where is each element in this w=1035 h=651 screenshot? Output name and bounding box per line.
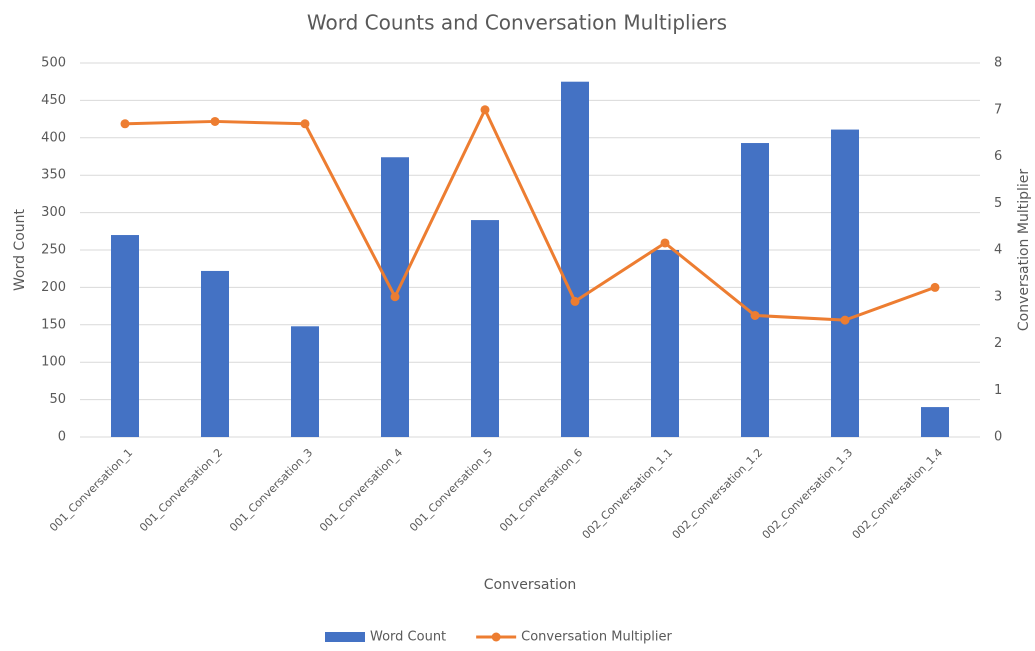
- line-marker: [480, 105, 490, 115]
- y-tick-label: 200: [41, 280, 66, 295]
- bar: [831, 129, 859, 437]
- legend-swatch: [491, 632, 501, 642]
- x-axis-title: Conversation: [484, 577, 577, 593]
- line-marker: [570, 296, 580, 306]
- y-tick-label: 300: [41, 205, 66, 220]
- bar: [291, 326, 319, 437]
- legend-label: Word Count: [370, 630, 446, 645]
- y-tick-label: 450: [41, 93, 66, 108]
- line-marker: [750, 310, 760, 320]
- chart-title: Word Counts and Conversation Multipliers: [307, 11, 727, 35]
- line: [124, 108, 936, 322]
- bar: [201, 270, 229, 437]
- y-tick-label: 100: [41, 355, 66, 370]
- line-marker: [210, 116, 220, 126]
- bar: [111, 235, 139, 437]
- y2-tick-label: 8: [994, 56, 1002, 71]
- bar: [921, 407, 949, 437]
- y2-tick-label: 4: [994, 243, 1002, 258]
- legend-label: Conversation Multiplier: [521, 630, 672, 645]
- line-marker: [300, 119, 310, 129]
- y2-axis-title: Conversation Multiplier: [1016, 169, 1032, 332]
- y-tick-label: 250: [41, 243, 66, 258]
- legend-swatch: [325, 632, 365, 642]
- y2-tick-label: 5: [994, 196, 1002, 211]
- line-marker: [660, 238, 670, 248]
- line-marker: [930, 282, 940, 292]
- bar: [651, 250, 679, 437]
- line-marker: [840, 315, 850, 325]
- y-tick-label: 400: [41, 130, 66, 145]
- y2-tick-label: 3: [994, 289, 1002, 304]
- y2-tick-label: 6: [994, 149, 1002, 164]
- line-marker: [390, 292, 400, 302]
- bar: [741, 143, 769, 437]
- bar: [471, 220, 499, 437]
- y-tick-label: 150: [41, 317, 66, 332]
- y-axis-title: Word Count: [12, 208, 28, 291]
- y-tick-label: 50: [49, 392, 66, 407]
- y-tick-label: 0: [58, 430, 66, 445]
- y-tick-label: 500: [41, 56, 66, 71]
- y2-tick-label: 0: [994, 430, 1002, 445]
- y2-tick-label: 7: [994, 102, 1002, 117]
- y-tick-label: 350: [41, 168, 66, 183]
- y2-tick-label: 2: [994, 336, 1002, 351]
- y2-tick-label: 1: [994, 383, 1002, 398]
- line-marker: [120, 119, 130, 129]
- bar: [561, 81, 589, 437]
